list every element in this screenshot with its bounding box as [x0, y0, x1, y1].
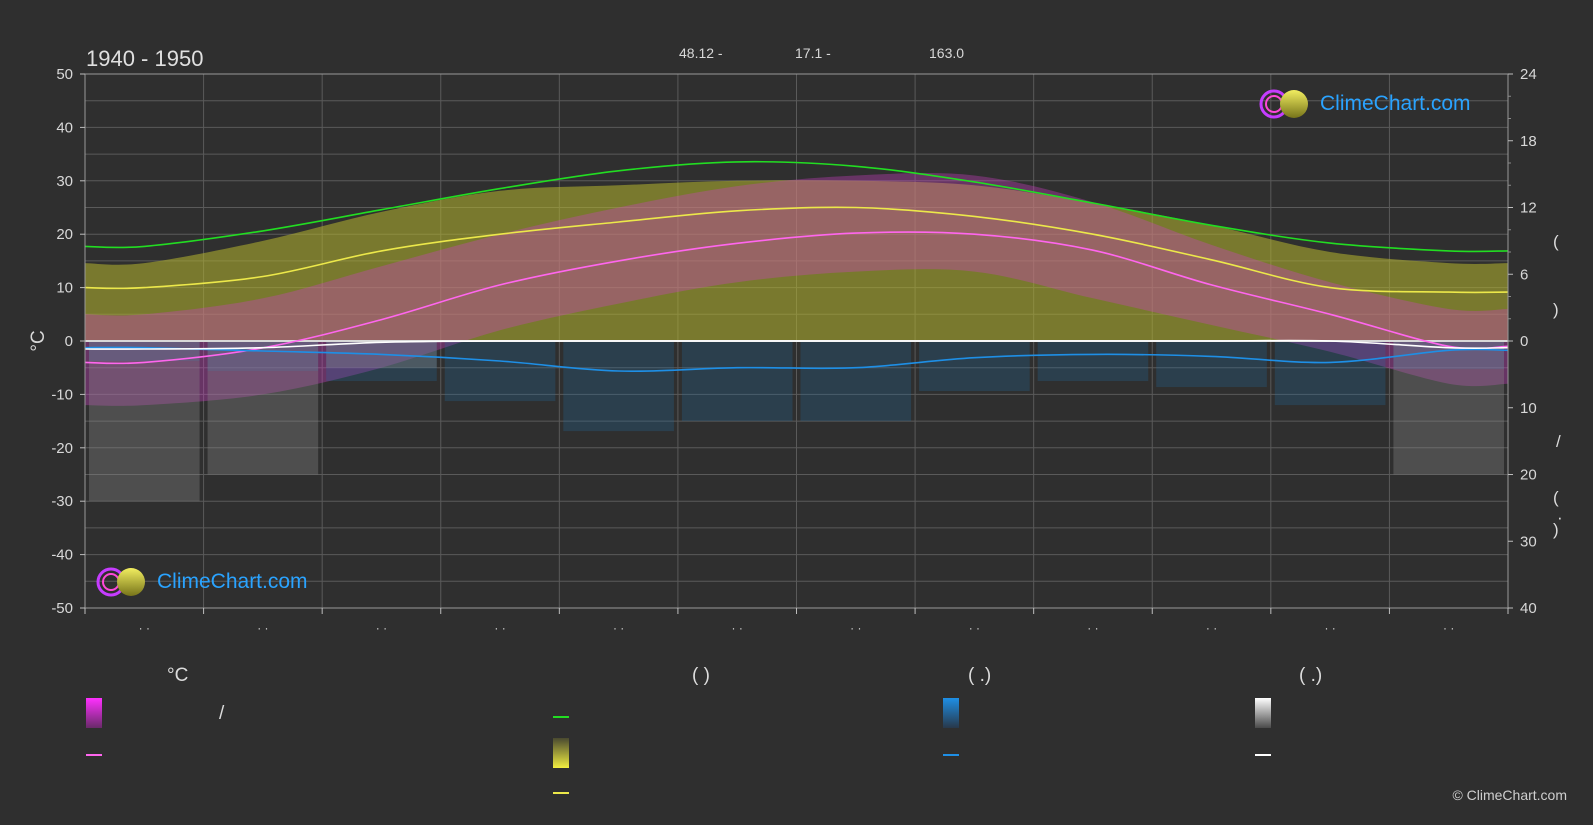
- rain-bar: [681, 341, 793, 422]
- x-tick-label: · ·: [613, 621, 624, 635]
- rain-bar: [919, 341, 1030, 392]
- left-tick-label: 0: [65, 333, 73, 350]
- legend-temp-range-swatch: [86, 698, 102, 728]
- x-tick-label: · ·: [850, 621, 861, 635]
- x-tick-label: · ·: [1206, 621, 1217, 635]
- right-tick-label-hours: 24: [1520, 66, 1537, 83]
- legend-temperature-header: °C: [167, 665, 189, 686]
- legend-snow-header: ( .): [1299, 665, 1323, 686]
- right-axis-title-close: ): [1553, 300, 1559, 319]
- rain-bar: [800, 341, 912, 422]
- left-tick-label: 50: [56, 66, 73, 83]
- snow-mean-line: [84, 339, 1509, 350]
- left-tick-label: 40: [56, 119, 73, 136]
- right-tick-label-hours: 12: [1520, 200, 1537, 217]
- x-tick-label: · ·: [1443, 621, 1454, 635]
- left-tick-label: 10: [56, 280, 73, 297]
- left-tick-label: 20: [56, 226, 73, 243]
- legend-sunshine-swatch: [553, 738, 569, 768]
- x-tick-label: · ·: [494, 621, 505, 635]
- logo-bottom[interactable]: ClimeChart.com: [95, 566, 308, 598]
- sunshine-line: [84, 206, 1509, 294]
- logo-text: ClimeChart.com: [1320, 92, 1471, 115]
- snow-bar: [89, 341, 200, 502]
- x-tick-label: · ·: [732, 621, 743, 635]
- legend-daylight-swatch: [553, 716, 569, 718]
- legend-snow-swatch: [1255, 698, 1271, 728]
- logo-text: ClimeChart.com: [157, 570, 308, 593]
- x-tick-label: · ·: [139, 621, 150, 635]
- x-tick-label: · ·: [1087, 621, 1098, 635]
- right-tick-label-hours: 6: [1520, 266, 1528, 283]
- temperature-range-area: [85, 173, 1508, 406]
- elevation-label: 163.0: [929, 45, 965, 61]
- daylight-line: [84, 160, 1509, 253]
- legend-sunshine-mean-swatch: [553, 792, 569, 794]
- right-tick-label-mm: 10: [1520, 400, 1537, 417]
- left-tick-label: -50: [51, 600, 73, 617]
- x-tick-label: · ·: [1324, 621, 1335, 635]
- latitude-label: 48.12 -: [679, 45, 723, 61]
- left-tick-label: -40: [51, 547, 73, 564]
- legend-rain-mean-swatch: [943, 754, 959, 756]
- rain-mean-line: [84, 346, 1509, 373]
- rain-bar: [1274, 341, 1386, 406]
- left-tick-label: 30: [56, 173, 73, 190]
- left-axis-title: °C: [28, 330, 49, 351]
- rain-bar: [444, 341, 556, 402]
- sunshine-area: [85, 180, 1508, 341]
- right-axis-title-slash: /: [1556, 432, 1561, 451]
- legend-rain-swatch: [943, 698, 959, 728]
- rain-bar: [326, 341, 437, 382]
- copyright: © ClimeChart.com: [1452, 787, 1567, 803]
- legend-rain-header: ( .): [968, 665, 992, 686]
- right-tick-label-mm: 30: [1520, 533, 1537, 550]
- rain-bar: [89, 341, 200, 362]
- legend-snow-mean-swatch: [1255, 754, 1271, 756]
- right-axis-title-open: (: [1553, 232, 1559, 251]
- legend-sunshine-header: ( ): [692, 665, 710, 686]
- right-tick-label-mm: 40: [1520, 600, 1537, 617]
- snow-bar: [207, 341, 319, 475]
- rain-bar: [1156, 341, 1267, 388]
- longitude-label: 17.1 -: [795, 45, 831, 61]
- x-tick-label: · ·: [257, 621, 268, 635]
- climechart-logo-icon: [96, 567, 145, 597]
- left-tick-label: -30: [51, 493, 73, 510]
- snow-bar: [1393, 341, 1504, 475]
- right-axis-title-dot: ·: [1557, 508, 1563, 527]
- logo-top[interactable]: ClimeChart.com: [1258, 88, 1471, 120]
- left-tick-label: -20: [51, 440, 73, 457]
- left-tick-label: -10: [51, 386, 73, 403]
- climechart-logo-icon: [1259, 89, 1308, 119]
- x-tick-label: · ·: [376, 621, 387, 635]
- right-tick-label-hours: 0: [1520, 333, 1528, 350]
- rain-bar: [563, 341, 674, 432]
- legend-temp-range-separator: /: [219, 703, 225, 724]
- right-tick-label-mm: 20: [1520, 467, 1537, 484]
- right-axis-title-open: (: [1553, 488, 1559, 507]
- x-tick-label: · ·: [969, 621, 980, 635]
- temperature-mean-line: [84, 231, 1509, 365]
- period-title: 1940 - 1950: [86, 46, 204, 71]
- legend-temp-mean-swatch: [86, 754, 102, 756]
- right-axis-title-close: ): [1553, 520, 1559, 539]
- right-tick-label-hours: 18: [1520, 133, 1537, 150]
- rain-bar: [1037, 341, 1149, 382]
